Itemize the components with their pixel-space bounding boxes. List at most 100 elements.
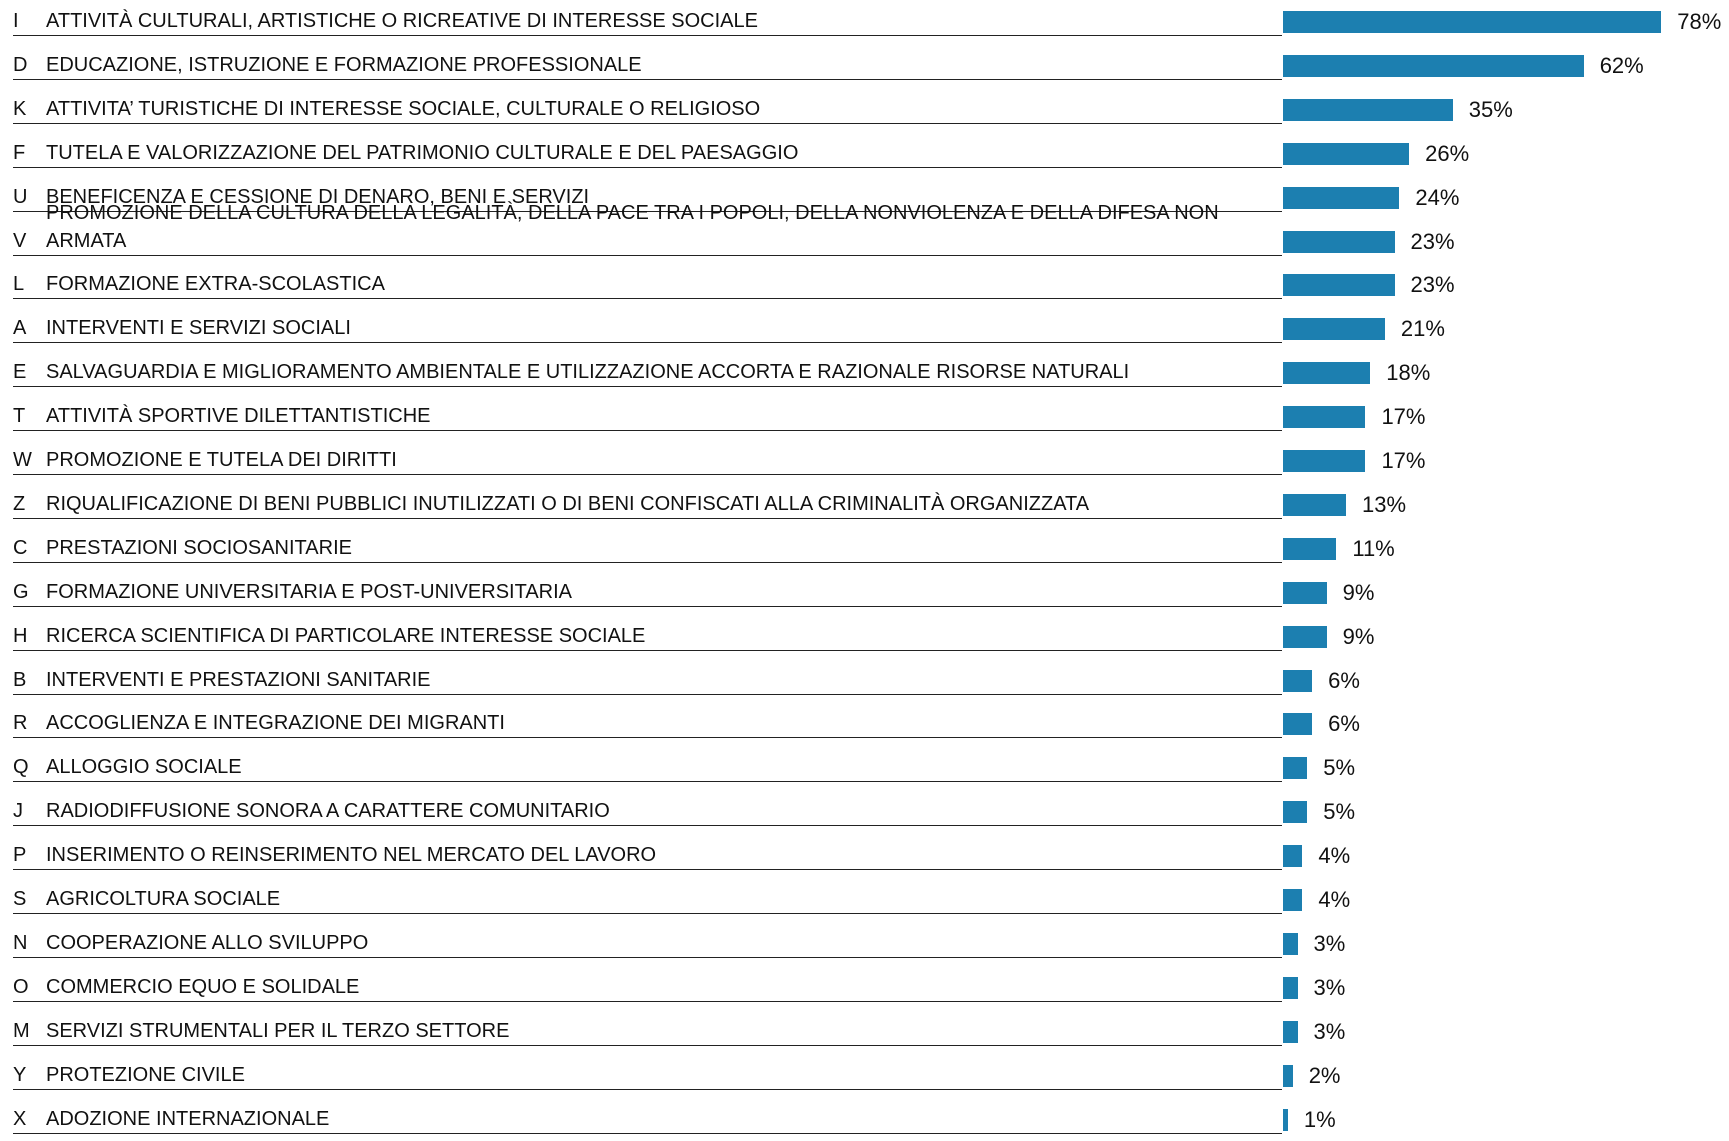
row: I ATTIVITÀ CULTURALI, ARTISTICHE O RICREA… xyxy=(0,0,1729,44)
value-label: 35% xyxy=(1468,96,1513,122)
value-label: 17% xyxy=(1381,404,1426,430)
category-label: X ADOZIONE INTERNAZIONALE xyxy=(13,1105,1282,1134)
category-name: AGRICOLTURA SOCIALE xyxy=(46,888,281,910)
category-label: L FORMAZIONE EXTRA-SCOLASTICA xyxy=(13,270,1282,300)
value-label: 17% xyxy=(1381,448,1426,473)
value-label: 3% xyxy=(1313,974,1346,1000)
category-label: Y PROTEZIONE CIVILE xyxy=(13,1061,1282,1090)
category-name: ATTIVITÀ SPORTIVE DILETTANTISTICHE xyxy=(46,405,431,428)
value-label: 18% xyxy=(1386,360,1431,386)
category-name: ADOZIONE INTERNAZIONALE xyxy=(46,1107,330,1130)
category-code: L xyxy=(13,273,25,296)
category-code: A xyxy=(13,317,27,340)
value-label: 9% xyxy=(1342,623,1375,649)
category-name: INSERIMENTO O REINSERIMENTO NEL MERCATO … xyxy=(46,844,657,867)
row: S AGRICOLTURA SOCIALE 4% xyxy=(0,878,1729,922)
category-label: J RADIODIFFUSIONE SONORA A CARATTERE COMU… xyxy=(13,797,1282,827)
bar xyxy=(1283,318,1385,341)
category-code: D xyxy=(13,53,28,76)
category-name: PROMOZIONE DELLA CULTURA DELLA LEGALITÀ,… xyxy=(46,201,1219,252)
category-code: G xyxy=(13,580,29,603)
row: C PRESTAZIONI SOCIOSANITARIE 11% xyxy=(0,527,1729,571)
value-label: 26% xyxy=(1425,140,1470,166)
value-label: 11% xyxy=(1352,535,1395,561)
row: T ATTIVITÀ SPORTIVE DILETTANTISTICHE 17% xyxy=(0,395,1729,439)
row: W PROMOZIONE E TUTELA DEI DIRITTI 17% xyxy=(0,439,1729,483)
row: U BENEFICENZA E CESSIONE DI DENARO, BENI … xyxy=(0,176,1729,220)
category-code: V xyxy=(13,229,27,252)
category-code: M xyxy=(13,1019,30,1042)
category-name: BENEFICENZA E CESSIONE DI DENARO, BENI E… xyxy=(46,185,590,208)
bar xyxy=(1283,54,1584,77)
bar xyxy=(1283,1064,1293,1087)
category-name: INTERVENTI E PRESTAZIONI SANITARIE xyxy=(46,668,431,691)
value-label: 78% xyxy=(1677,9,1722,34)
category-name: PROTEZIONE CIVILE xyxy=(46,1063,245,1086)
row: X ADOZIONE INTERNAZIONALE 1% xyxy=(0,1098,1729,1141)
bar xyxy=(1283,537,1337,560)
category-label: U BENEFICENZA E CESSIONE DI DENARO, BENI … xyxy=(13,183,1282,212)
bar xyxy=(1283,186,1400,209)
bar xyxy=(1283,274,1395,297)
category-name: EDUCAZIONE, ISTRUZIONE E FORMAZIONE PROF… xyxy=(46,53,642,76)
category-code: R xyxy=(13,712,28,735)
bar xyxy=(1283,976,1298,999)
category-label: F TUTELA E VALORIZZAZIONE DEL PATRIMONIO … xyxy=(13,139,1282,168)
category-label: I ATTIVITÀ CULTURALI, ARTISTICHE O RICREA… xyxy=(13,7,1282,36)
category-name: RIQUALIFICAZIONE DI BENI PUBBLICI INUTIL… xyxy=(46,492,1090,515)
bar xyxy=(1283,625,1327,648)
row: D EDUCAZIONE, ISTRUZIONE E FORMAZIONE PRO… xyxy=(0,44,1729,88)
bar xyxy=(1283,713,1313,736)
category-name: COMMERCIO EQUO E SOLIDALE xyxy=(46,975,360,998)
value-label: 21% xyxy=(1400,316,1445,342)
bar xyxy=(1283,450,1366,472)
value-label: 5% xyxy=(1323,755,1356,781)
bar xyxy=(1283,406,1366,429)
category-label: Z RIQUALIFICAZIONE DI BENI PUBBLICI INUTI… xyxy=(13,490,1282,519)
category-code: X xyxy=(13,1107,27,1130)
category-code: P xyxy=(13,844,27,867)
row: B INTERVENTI E PRESTAZIONI SANITARIE 6% xyxy=(0,659,1729,703)
row: H RICERCA SCIENTIFICA DI PARTICOLARE INTE… xyxy=(0,615,1729,659)
row: J RADIODIFFUSIONE SONORA A CARATTERE COMU… xyxy=(0,790,1729,834)
category-name: ATTIVITÀ CULTURALI, ARTISTICHE O RICREAT… xyxy=(46,10,758,32)
category-code: Z xyxy=(13,492,26,515)
row: N COOPERAZIONE ALLO SVILUPPO 3% xyxy=(0,922,1729,966)
row: Q ALLOGGIO SOCIALE 5% xyxy=(0,746,1729,790)
category-label: A INTERVENTI E SERVIZI SOCIALI xyxy=(13,314,1282,344)
bar xyxy=(1283,889,1303,911)
value-label: 6% xyxy=(1328,667,1360,693)
category-label: M SERVIZI STRUMENTALI PER IL TERZO SETTOR… xyxy=(13,1017,1282,1046)
category-code: Q xyxy=(13,756,29,779)
row: Z RIQUALIFICAZIONE DI BENI PUBBLICI INUTI… xyxy=(0,483,1729,527)
category-label: P INSERIMENTO O REINSERIMENTO NEL MERCATO… xyxy=(13,841,1282,871)
value-label: 3% xyxy=(1313,930,1346,956)
category-label: O COMMERCIO EQUO E SOLIDALE xyxy=(13,973,1282,1002)
row: A INTERVENTI E SERVIZI SOCIALI 21% xyxy=(0,307,1729,351)
value-label: 4% xyxy=(1318,843,1351,869)
category-name: PRESTAZIONI SOCIOSANITARIE xyxy=(46,536,352,559)
category-code: N xyxy=(13,931,28,954)
value-label: 62% xyxy=(1599,52,1644,78)
value-label: 1% xyxy=(1303,1106,1336,1132)
bar xyxy=(1283,142,1410,165)
row: O COMMERCIO EQUO E SOLIDALE 3% xyxy=(0,966,1729,1010)
category-code: F xyxy=(13,141,26,164)
row: Y PROTEZIONE CIVILE 2% xyxy=(0,1054,1729,1098)
value-label: 5% xyxy=(1323,799,1356,825)
category-name: ACCOGLIENZA E INTEGRAZIONE DEI MIGRANTI xyxy=(46,712,505,735)
category-code: Y xyxy=(13,1063,27,1086)
row: V PROMOZIONE DELLA CULTURA DELLA LEGALITÀ… xyxy=(0,202,1729,264)
category-name: RICERCA SCIENTIFICA DI PARTICOLARE INTER… xyxy=(46,624,646,647)
category-code: W xyxy=(13,449,32,471)
category-label: T ATTIVITÀ SPORTIVE DILETTANTISTICHE xyxy=(13,402,1282,432)
bar xyxy=(1283,845,1303,868)
category-label: N COOPERAZIONE ALLO SVILUPPO xyxy=(13,929,1282,958)
category-code: I xyxy=(13,10,19,32)
value-label: 4% xyxy=(1318,887,1351,912)
category-name: INTERVENTI E SERVIZI SOCIALI xyxy=(46,317,351,340)
row: G FORMAZIONE UNIVERSITARIA E POST-UNIVERS… xyxy=(0,571,1729,615)
bar xyxy=(1283,493,1347,516)
category-code: H xyxy=(13,624,28,647)
